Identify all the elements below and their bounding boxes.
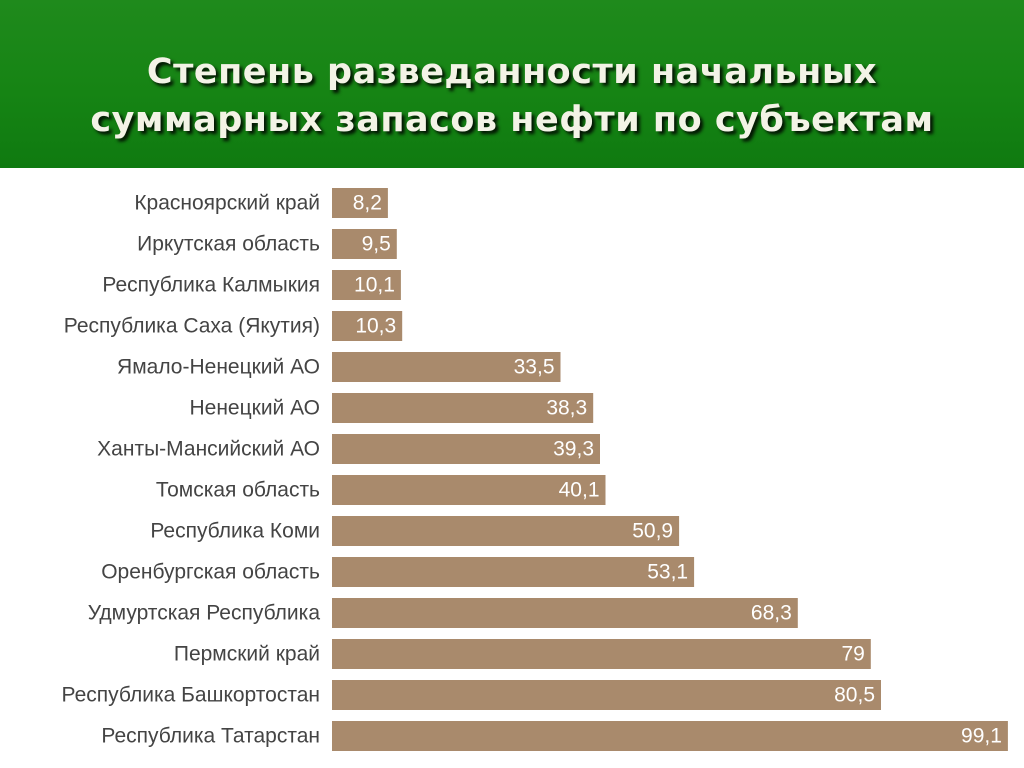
bar: [332, 598, 798, 628]
bar-value-label: 40,1: [559, 479, 600, 502]
bar: [332, 475, 606, 505]
slide-title: Степень разведанности начальных суммарны…: [0, 48, 1024, 144]
category-label: Красноярский край: [134, 192, 320, 215]
bar: [332, 434, 600, 464]
bar-value-label: 10,1: [354, 274, 395, 297]
title-banner: Степень разведанности начальных суммарны…: [0, 0, 1024, 168]
bar-chart: Красноярский край 8,2 Иркутская область 9,5…: [62, 188, 1008, 751]
bar: [332, 721, 1008, 751]
category-label: Республика Коми: [150, 520, 320, 543]
bar-value-label: 50,9: [632, 520, 673, 543]
category-label: Удмуртская Республика: [88, 602, 321, 625]
bar-value-label: 38,3: [546, 397, 587, 420]
bar: [332, 229, 397, 259]
slide-title-line-2: суммарных запасов нефти по субъектам: [90, 100, 934, 140]
bar: [332, 188, 388, 218]
bar: [332, 352, 561, 382]
bar-value-label: 33,5: [514, 356, 555, 379]
bar: [332, 516, 680, 546]
bar-value-label: 8,2: [353, 192, 382, 215]
category-label: Ненецкий АО: [189, 397, 320, 420]
bar: [332, 639, 871, 669]
bar: [332, 393, 594, 423]
bar: [332, 311, 403, 341]
category-label: Республика Калмыкия: [102, 274, 320, 297]
bar-value-label: 53,1: [647, 561, 688, 584]
category-label: Иркутская область: [137, 233, 320, 256]
category-label: Республика Татарстан: [101, 725, 320, 748]
bar-value-label: 39,3: [553, 438, 594, 461]
category-label: Республика Саха (Якутия): [64, 315, 320, 338]
category-label: Республика Башкортостан: [62, 684, 320, 707]
bar: [332, 270, 401, 300]
bar-value-label: 79: [841, 643, 864, 666]
bar-value-label: 10,3: [355, 315, 396, 338]
category-label: Ханты-Мансийский АО: [97, 438, 320, 461]
bar-value-label: 99,1: [961, 725, 1002, 748]
category-label: Ямало-Ненецкий АО: [117, 356, 320, 379]
chart-area: Красноярский край 8,2 Иркутская область 9,5…: [0, 168, 1024, 768]
slide-title-line-1: Степень разведанности начальных: [146, 52, 878, 92]
category-label: Оренбургская область: [101, 561, 320, 584]
bar-value-label: 68,3: [751, 602, 792, 625]
category-label: Пермский край: [174, 643, 320, 666]
bar-value-label: 80,5: [834, 684, 875, 707]
bar: [332, 557, 695, 587]
category-label: Томская область: [156, 479, 320, 502]
bar: [332, 680, 881, 710]
bar-value-label: 9,5: [362, 233, 391, 256]
